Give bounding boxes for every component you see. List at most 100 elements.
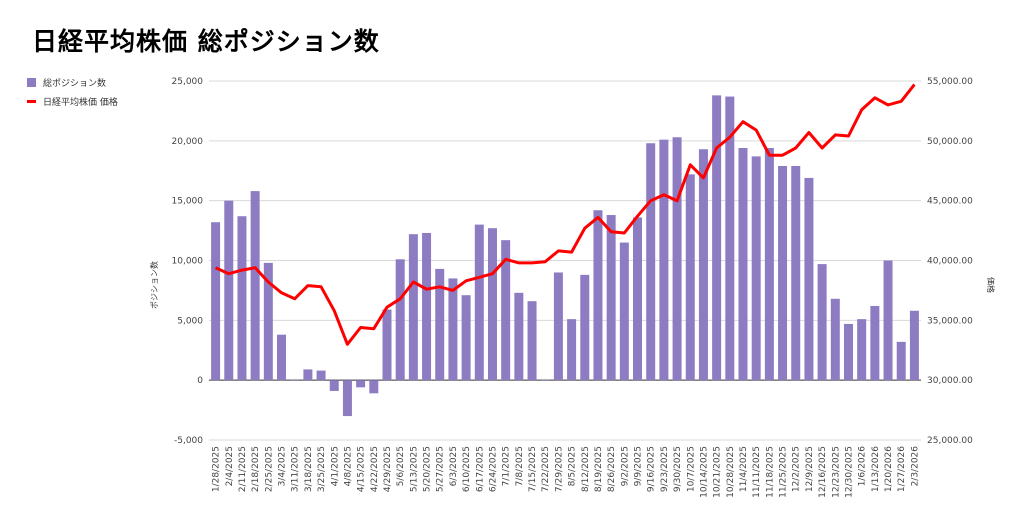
y-tick-right: 35,000.00 (927, 316, 973, 326)
bar (883, 260, 893, 381)
x-tick-label: 4/15/2025 (357, 446, 367, 492)
bar (633, 217, 643, 381)
bar (356, 380, 366, 388)
bar (303, 369, 313, 381)
nikkei-price-line (214, 83, 916, 346)
x-tick-label: 3/4/2025 (278, 446, 288, 486)
x-tick-label: 12/16/2025 (818, 446, 828, 498)
bar (290, 380, 300, 381)
bar (487, 228, 497, 381)
y-tick-right: 25,000.00 (927, 436, 973, 446)
x-tick-label: 6/24/2025 (488, 446, 498, 492)
bar (751, 156, 761, 381)
bar (567, 319, 577, 381)
x-tick-label: 11/18/2025 (765, 446, 775, 498)
y-tick-left: 0 (197, 376, 203, 386)
x-tick-label: 11/25/2025 (779, 446, 789, 498)
bar (448, 278, 458, 381)
bar (685, 174, 695, 381)
legend-label: 日経平均株価 価格 (43, 98, 118, 108)
x-tick-label: 5/13/2025 (409, 446, 419, 492)
x-tick-label: 3/25/2025 (317, 446, 327, 492)
bar (712, 95, 722, 381)
bar (329, 380, 339, 391)
bar (553, 272, 563, 381)
x-tick-label: 4/1/2025 (330, 446, 340, 486)
x-tick-label: 8/26/2025 (607, 446, 617, 492)
bar (817, 264, 827, 381)
bar (422, 232, 432, 381)
x-tick-label: 2/25/2025 (264, 446, 274, 492)
x-tick-label: 8/12/2025 (581, 446, 591, 492)
bar (342, 380, 352, 417)
x-tick-label: 7/15/2025 (528, 446, 538, 492)
bar (527, 301, 537, 381)
x-tick-label: 12/30/2025 (844, 446, 854, 498)
x-tick-label: 9/9/2025 (634, 446, 644, 486)
x-tick-label: 5/27/2025 (436, 446, 446, 492)
bar (830, 298, 840, 381)
x-tick-label: 5/6/2025 (396, 446, 406, 486)
bar (738, 148, 748, 381)
bar (672, 137, 682, 381)
bar (593, 210, 603, 381)
y-tick-left: 10,000 (172, 257, 204, 267)
y-tick-left: 15,000 (172, 197, 204, 207)
y-tick-left: 20,000 (172, 137, 204, 147)
y-tick-right: 40,000.00 (927, 257, 973, 267)
legend-swatch-bar (27, 78, 36, 87)
x-tick-label: 1/13/2026 (871, 446, 881, 492)
x-tick-label: 12/2/2025 (792, 446, 802, 492)
x-tick-label: 2/11/2025 (238, 446, 248, 492)
x-tick-label: 10/28/2025 (726, 446, 736, 498)
x-tick-label: 2/4/2025 (225, 446, 235, 486)
bar (224, 200, 234, 381)
bar (250, 191, 260, 381)
bar (791, 165, 801, 381)
bar (263, 262, 273, 381)
x-tick-label: 6/3/2025 (449, 446, 459, 486)
x-tick-label: 1/6/2026 (858, 446, 868, 487)
x-tick-label: 3/11/2025 (291, 446, 301, 492)
x-tick-label: 2/18/2025 (251, 446, 261, 492)
bar (659, 139, 669, 381)
x-tick-label: 12/9/2025 (805, 446, 815, 492)
bar (514, 292, 524, 381)
bar (909, 310, 919, 381)
bar (316, 370, 326, 381)
bar (395, 259, 405, 381)
bar (725, 96, 735, 381)
y-tick-right: 30,000.00 (927, 376, 973, 386)
x-tick-label: 2/3/2026 (910, 446, 920, 487)
x-tick-label: 1/28/2025 (212, 446, 222, 492)
y-tick-left: -5,000 (174, 436, 203, 446)
x-tick-label: 9/23/2025 (660, 446, 670, 492)
bar (408, 234, 418, 381)
x-tick-label: 10/14/2025 (699, 446, 709, 498)
bar (606, 215, 616, 381)
x-tick-label: 11/11/2025 (752, 446, 762, 498)
y-tick-right: 45,000.00 (927, 197, 973, 207)
y-axis-title-left: ポジション数 (149, 261, 159, 309)
x-tick-label: 6/17/2025 (475, 446, 485, 492)
legend-item-nikkei: 日経平均株価 価格 (27, 95, 118, 108)
x-tick-label: 4/29/2025 (383, 446, 393, 492)
y-tick-right: 55,000.00 (927, 77, 973, 87)
x-tick-label: 3/18/2025 (304, 446, 314, 492)
bar (461, 295, 471, 381)
bar (435, 268, 445, 381)
bar (764, 148, 774, 381)
x-tick-label: 8/5/2025 (568, 446, 578, 486)
bar (382, 309, 392, 381)
bar (896, 341, 906, 381)
bar (501, 240, 511, 381)
bar (698, 149, 708, 381)
x-tick-label: 9/30/2025 (673, 446, 683, 492)
y-tick-right: 50,000.00 (927, 137, 973, 147)
chart-title: 日経平均株価 総ポジション数 (32, 27, 380, 56)
legend-swatch-line (27, 100, 36, 103)
y-axis-title-right: 価格 (986, 277, 996, 293)
x-tick-label: 7/29/2025 (554, 446, 564, 492)
